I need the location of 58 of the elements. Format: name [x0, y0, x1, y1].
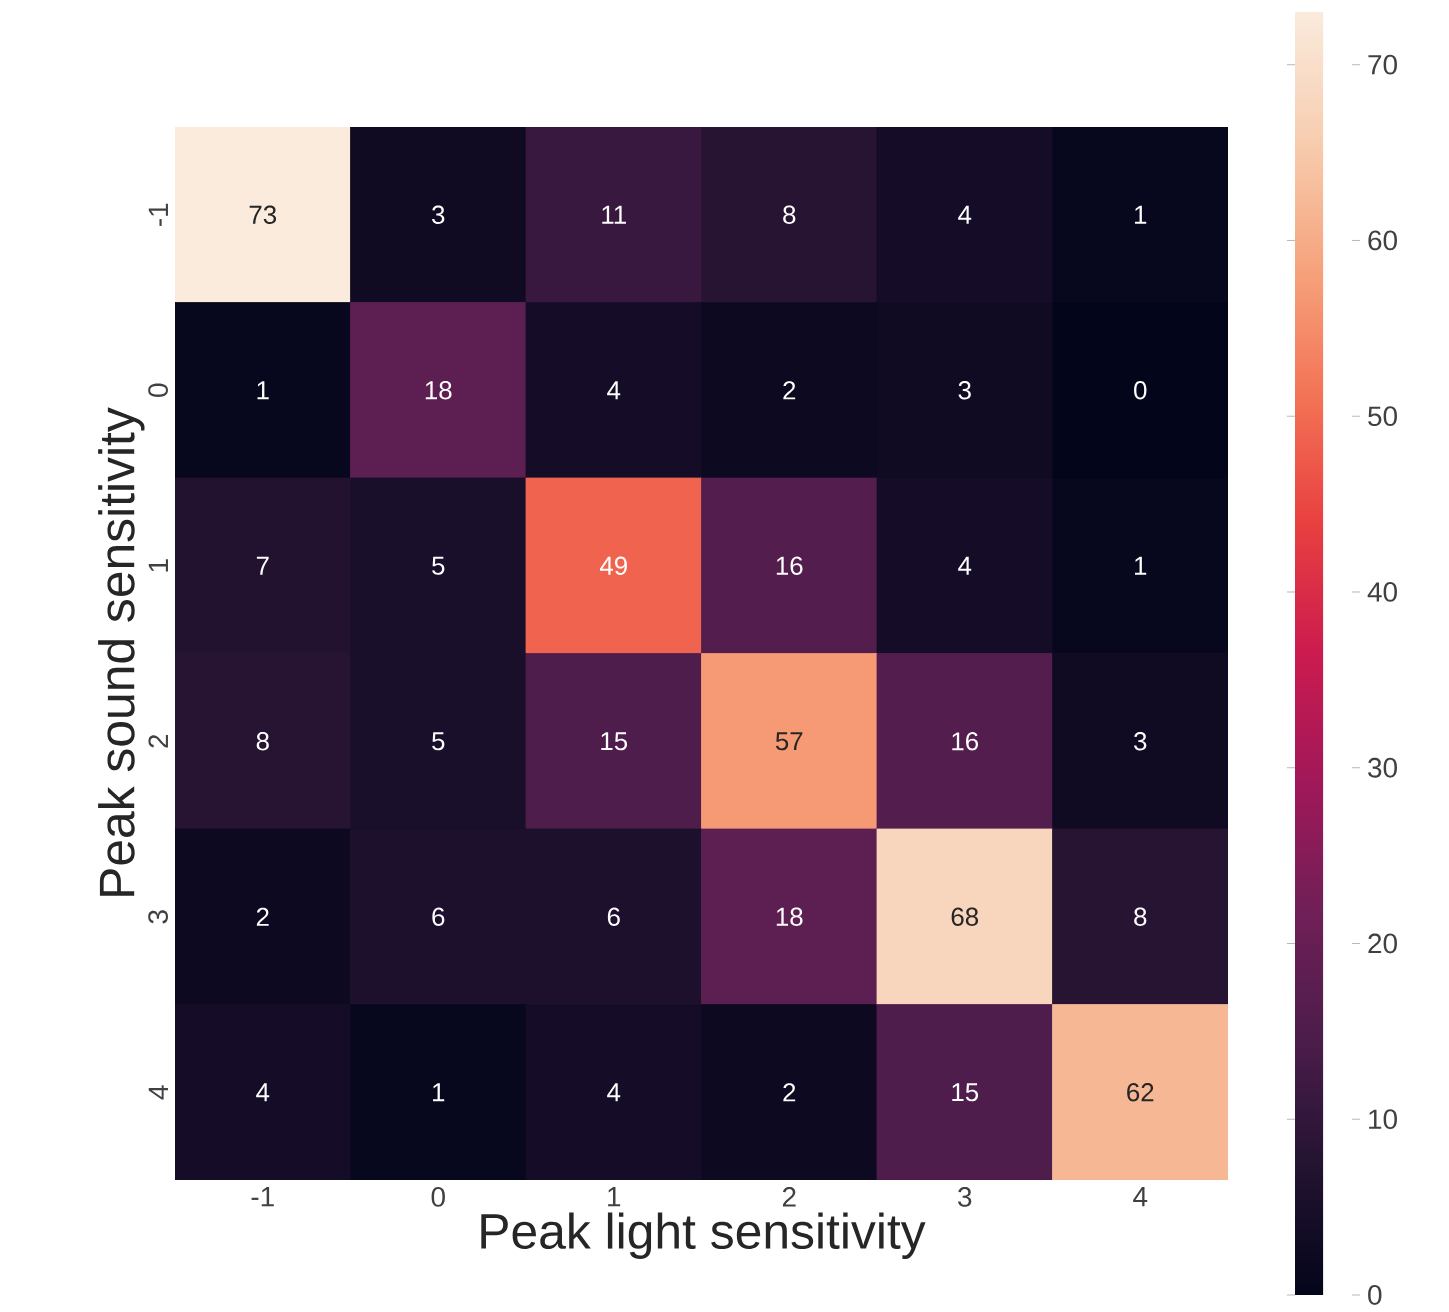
- data-label: 68: [951, 907, 979, 927]
- x-tick-label: 4: [1133, 1187, 1148, 1207]
- color-bar-label: 30: [1368, 758, 1397, 778]
- data-label: 4: [607, 1083, 621, 1102]
- data-label: 1: [1135, 206, 1147, 224]
- data-label: 1: [433, 1083, 445, 1102]
- y-tick-label: 0: [148, 383, 168, 398]
- data-label: 8: [1134, 907, 1147, 927]
- data-label: 62: [1127, 1083, 1154, 1102]
- data-label: 2: [783, 1083, 796, 1102]
- data-label: 5: [432, 556, 445, 576]
- y-tick-label: 3: [148, 910, 168, 924]
- x-tick-label: 1: [608, 1187, 621, 1207]
- data-label: 73: [249, 205, 277, 225]
- data-label: 15: [601, 732, 628, 751]
- y-tick-label: -1: [148, 203, 168, 227]
- data-label: 8: [256, 732, 269, 751]
- data-label: 18: [776, 907, 803, 927]
- color-bar-label: 20: [1368, 933, 1397, 954]
- x-tick-label: 2: [782, 1187, 796, 1207]
- color-bar-label: 50: [1368, 406, 1397, 427]
- data-label: 2: [256, 907, 269, 927]
- data-label: 0: [1134, 381, 1147, 400]
- data-label: 7: [256, 557, 269, 575]
- color-bar-label: 0: [1368, 1285, 1382, 1306]
- data-label: 4: [607, 381, 621, 400]
- data-label: 4: [958, 206, 972, 224]
- x-axis-title: Peak light sensitivity: [481, 1212, 926, 1260]
- color-bar-label: 70: [1368, 55, 1397, 75]
- data-label: 3: [958, 381, 971, 400]
- y-tick-label: 1: [148, 559, 168, 572]
- data-label: 6: [607, 907, 620, 927]
- data-label: 6: [432, 907, 445, 927]
- y-axis-title: Peak sound sensitivity: [98, 407, 145, 897]
- y-tick-label: 4: [148, 1085, 168, 1100]
- x-tick-label: -1: [251, 1187, 274, 1207]
- data-label: 1: [1135, 557, 1147, 575]
- data-label: 4: [256, 1083, 270, 1102]
- data-label: 2: [783, 381, 796, 400]
- color-bar-label: 40: [1367, 582, 1397, 603]
- x-tick-label: 3: [958, 1187, 972, 1208]
- data-label: 16: [776, 556, 803, 576]
- x-tick-label: 0: [431, 1187, 445, 1208]
- data-label: 8: [783, 205, 796, 225]
- data-label: 3: [1134, 732, 1147, 751]
- data-label: 18: [425, 381, 452, 400]
- data-label: 15: [952, 1083, 979, 1102]
- data-label: 16: [952, 732, 979, 751]
- data-label: 5: [432, 732, 445, 751]
- data-label: 1: [257, 381, 269, 400]
- color-bar-label: 10: [1369, 1109, 1397, 1130]
- data-label: 4: [958, 557, 972, 575]
- y-tick-label: 2: [148, 735, 168, 748]
- data-label: 57: [775, 732, 803, 751]
- color-bar-label: 60: [1368, 230, 1397, 251]
- data-label: 49: [599, 556, 627, 576]
- data-label: 11: [602, 206, 626, 224]
- data-label: 3: [432, 205, 445, 225]
